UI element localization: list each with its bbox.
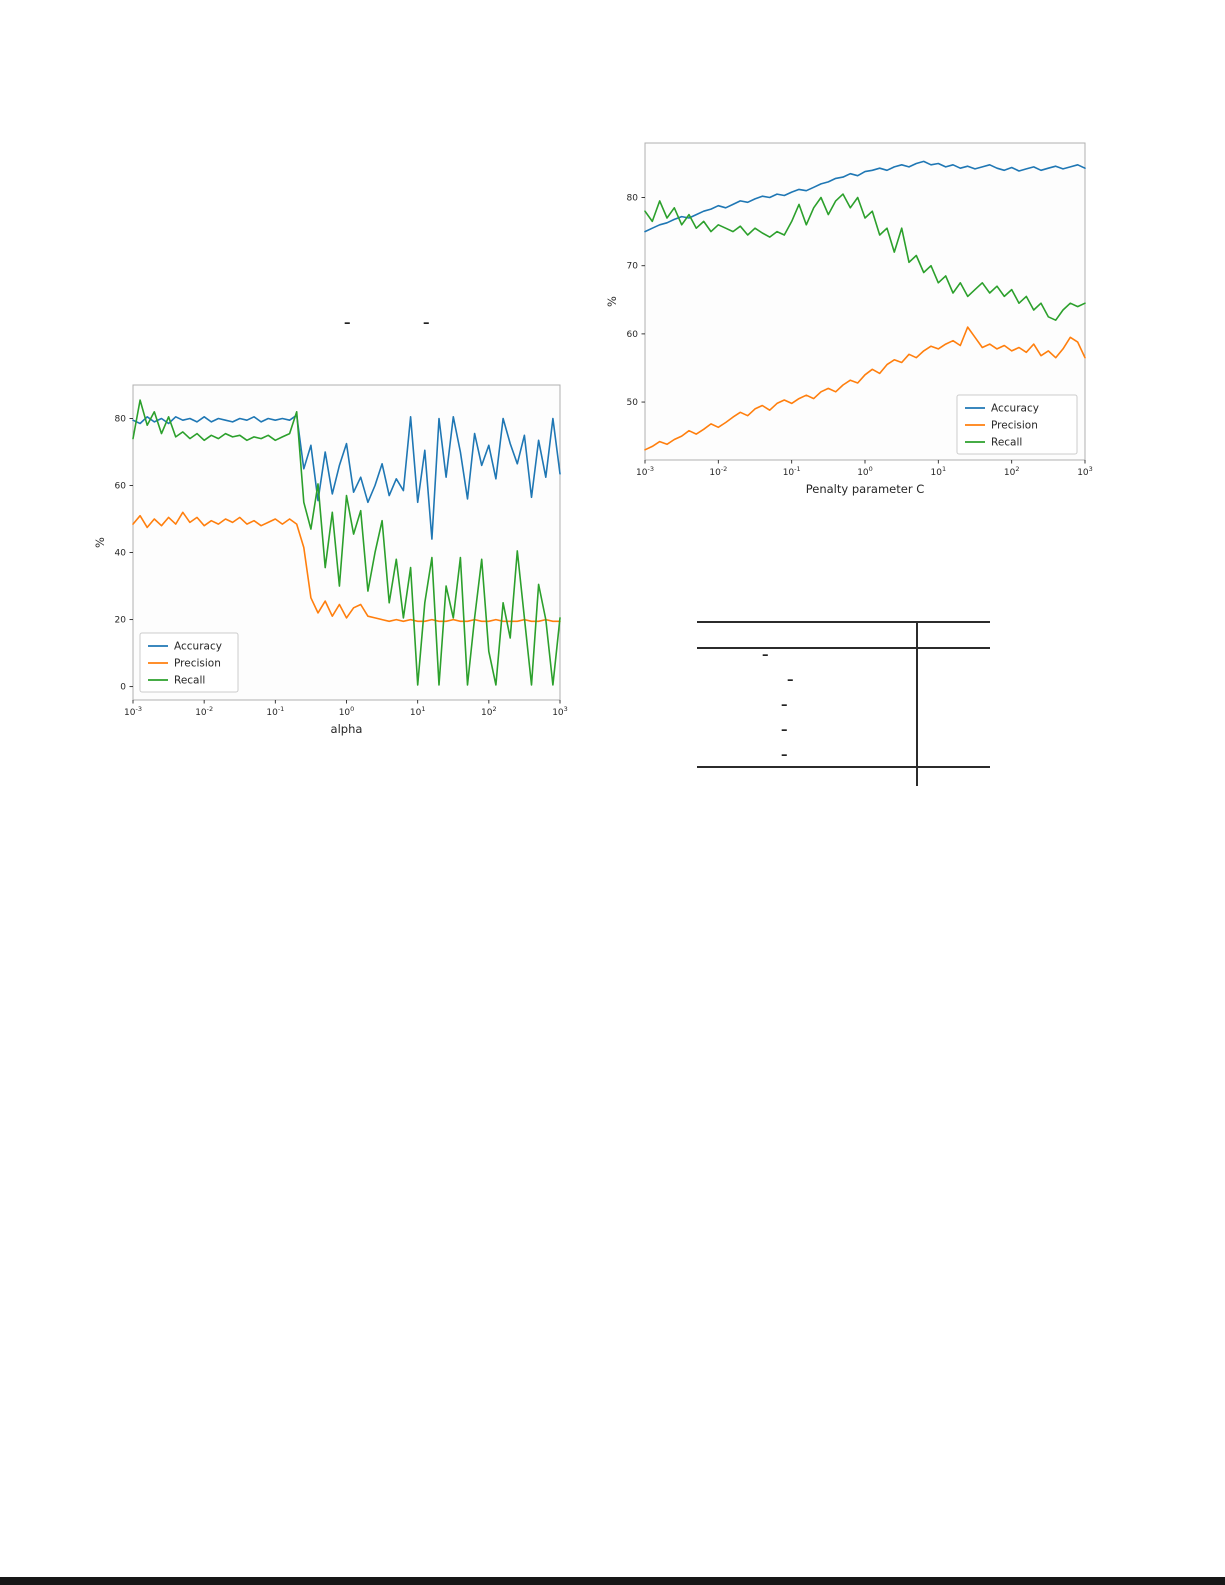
svg-text:10-3: 10-3 [636,465,654,478]
y-axis-label: % [605,296,619,307]
svg-text:103: 103 [552,705,568,718]
table-cell-dash: – [781,723,788,738]
table-cell-dash: – [781,748,788,763]
penalty-parameter-chart: 10-3 10-2 10-1 100 101 102 103 50 60 70 80 Penalty … [598,133,1093,505]
svg-text:10-3: 10-3 [124,705,142,718]
chart-penalty-figure: 10-3 10-2 10-1 100 101 102 103 50 60 70 80 Penalty … [605,142,1093,496]
y-axis-label: % [93,537,107,548]
x-axis-label: Penalty parameter C [806,482,925,496]
table-bottom-rule [697,766,990,768]
series-line-precision [644,326,1086,451]
series-line-accuracy [644,160,1086,233]
legend: Accuracy Precision Recall [956,394,1078,455]
chart-alpha-figure: 10-3 10-2 10-1 100 101 102 103 0 20 40 60 80 alpha% A… [93,384,568,736]
svg-text:50: 50 [627,398,639,408]
table-cell-dash: – [762,648,769,663]
table-cell-dash: – [787,673,794,688]
inline-dash-mark: – [423,316,430,331]
svg-text:103: 103 [1077,465,1093,478]
inline-dash-mark: – [344,316,351,331]
table-top-rule [697,621,990,623]
legend-label-precision: Precision [991,420,1038,432]
series-line-accuracy [132,414,561,540]
svg-text:10-1: 10-1 [266,705,284,718]
svg-text:80: 80 [627,194,639,204]
legend-label-precision: Precision [174,658,221,670]
svg-text:101: 101 [410,705,426,718]
svg-text:40: 40 [115,549,127,559]
series-line-precision [132,511,561,623]
svg-text:100: 100 [339,705,355,718]
series-line-recall [132,399,561,686]
svg-text:60: 60 [627,330,639,340]
svg-text:102: 102 [481,705,497,718]
legend-label-accuracy: Accuracy [174,641,222,653]
svg-text:70: 70 [627,262,639,272]
svg-text:60: 60 [115,482,127,492]
svg-text:80: 80 [115,415,127,425]
legend-label-accuracy: Accuracy [991,403,1039,415]
svg-text:10-1: 10-1 [783,465,801,478]
series-line-recall [644,193,1086,321]
svg-text:0: 0 [120,683,126,693]
svg-text:10-2: 10-2 [709,465,727,478]
table-cell-dash: – [781,698,788,713]
legend: Accuracy Precision Recall [139,632,239,693]
svg-text:100: 100 [857,465,873,478]
table-vertical-rule [916,621,918,786]
alpha-chart: 10-3 10-2 10-1 100 101 102 103 0 20 40 60 80 alpha% A… [86,375,568,743]
legend-label-recall: Recall [174,675,205,687]
table-header-rule [697,647,990,649]
svg-text:102: 102 [1004,465,1020,478]
svg-text:101: 101 [931,465,947,478]
svg-text:20: 20 [115,616,127,626]
x-axis-label: alpha [331,722,363,736]
legend-label-recall: Recall [991,437,1022,449]
svg-text:10-2: 10-2 [195,705,213,718]
page-bottom-rule [0,1577,1225,1585]
